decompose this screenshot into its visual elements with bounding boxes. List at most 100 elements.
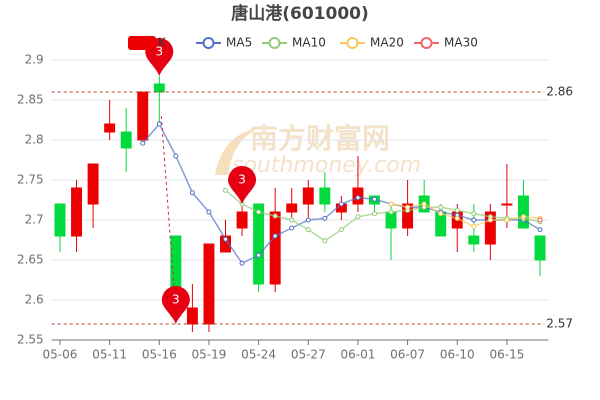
ma-point: [223, 236, 229, 242]
candle-body: [253, 203, 265, 285]
ma-point: [156, 121, 162, 127]
ma-point: [471, 217, 477, 223]
y-tick-label: 2.65: [17, 253, 44, 267]
candle-body: [269, 211, 281, 285]
ma-point: [305, 227, 311, 233]
ma-point: [388, 201, 394, 207]
mark-pin-label: 3: [172, 293, 180, 307]
x-tick-label: 06-01: [340, 348, 375, 362]
y-tick-label: 2.9: [25, 53, 44, 67]
legend-label: MA10: [292, 36, 326, 50]
legend-label: MA30: [444, 36, 478, 50]
ma-point: [338, 201, 344, 207]
watermark-logo: [215, 128, 258, 175]
candle-body: [120, 131, 132, 149]
candle-body: [153, 83, 165, 93]
ma-point: [173, 153, 179, 159]
y-tick-label: 2.55: [17, 333, 44, 347]
legend-swatch: [202, 37, 215, 49]
legend-swatch: [420, 37, 433, 49]
y-tick-label: 2.85: [17, 93, 44, 107]
ma-point: [289, 225, 295, 231]
candle-body: [468, 235, 480, 245]
candle-body: [203, 243, 215, 325]
y-tick-label: 2.75: [17, 173, 44, 187]
ma-point: [438, 204, 444, 210]
legend-label: MA5: [226, 36, 252, 50]
mark-line-label: 2.86: [546, 85, 573, 99]
ma-point: [256, 209, 262, 215]
legend-swatch: [268, 37, 281, 49]
x-tick-label: 05-19: [192, 348, 227, 362]
mark-pin-label: 3: [238, 173, 246, 187]
y-tick-label: 2.6: [25, 293, 44, 307]
ma-point: [471, 223, 477, 229]
candle-body: [286, 203, 298, 213]
ma-point: [537, 217, 543, 223]
ma-point: [405, 204, 411, 210]
ma-point: [239, 260, 245, 266]
candle-body: [534, 235, 546, 261]
x-tick-label: 05-06: [43, 348, 78, 362]
y-tick-label: 2.7: [25, 213, 44, 227]
ma-point: [355, 214, 361, 220]
ma-point: [189, 190, 195, 196]
ma-point: [272, 233, 278, 239]
candle-body: [186, 307, 198, 325]
ma-line: [390, 203, 541, 228]
x-tick-label: 06-07: [390, 348, 425, 362]
ma-point: [206, 209, 212, 215]
legend-label: MA20: [370, 36, 404, 50]
legend-label: K: [158, 36, 167, 50]
candle-body: [501, 203, 513, 206]
ma-point: [305, 217, 311, 223]
y-tick-label: 2.8: [25, 133, 44, 147]
x-tick-label: 05-16: [142, 348, 177, 362]
ma-point: [140, 140, 146, 146]
ma-point: [454, 215, 460, 221]
candle-body: [54, 203, 66, 237]
candle-body: [236, 211, 248, 229]
ma-point: [388, 209, 394, 215]
candle-body: [220, 235, 231, 253]
x-tick-label: 05-27: [291, 348, 326, 362]
mark-pin: [228, 165, 257, 204]
ma-line: [225, 189, 541, 242]
mark-line-label: 2.57: [546, 317, 573, 331]
legend-swatch: [128, 36, 156, 50]
ma-point: [371, 196, 377, 202]
watermark: 南方财富网: [250, 122, 390, 155]
ma-point: [338, 227, 344, 233]
ma-point: [355, 195, 361, 201]
ma-point: [371, 211, 377, 217]
ma-point: [520, 214, 526, 220]
ma-point: [421, 201, 427, 207]
ma-point: [504, 217, 510, 223]
watermark: southmoney.com: [232, 153, 421, 178]
ma-point: [537, 227, 543, 233]
ma-point: [322, 215, 328, 221]
candle-body: [87, 163, 99, 205]
candle-body: [137, 91, 149, 141]
mark-pin-label: 3: [155, 45, 163, 59]
candle-body: [104, 123, 116, 133]
candle-body: [302, 187, 314, 205]
mark-connector: [160, 115, 177, 315]
candle-body: [518, 195, 529, 229]
ma-point: [223, 187, 229, 193]
candle-body: [484, 211, 496, 245]
chart-title: 唐山港(601000): [231, 3, 369, 24]
x-tick-label: 05-24: [241, 348, 276, 362]
candle-body: [402, 203, 414, 229]
ma-point: [438, 211, 444, 217]
ma-point: [471, 211, 477, 217]
x-tick-label: 06-10: [440, 348, 475, 362]
mark-pin: [161, 286, 190, 324]
x-tick-label: 05-11: [92, 348, 127, 362]
ma-point: [454, 207, 460, 213]
ma-point: [272, 213, 278, 219]
legend-swatch: [346, 37, 359, 49]
ma-point: [289, 217, 295, 223]
candle-body: [71, 187, 82, 237]
